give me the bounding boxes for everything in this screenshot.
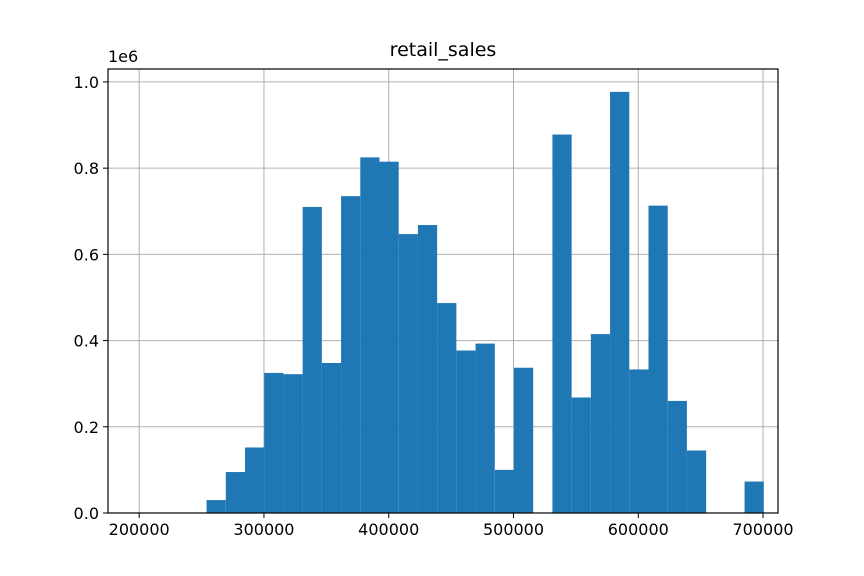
histogram-bar bbox=[417, 225, 438, 513]
y-tick-label: 0.2 bbox=[74, 418, 99, 437]
y-tick-label: 0.0 bbox=[74, 504, 99, 523]
histogram-bar bbox=[225, 472, 245, 513]
x-tick-label: 700000 bbox=[732, 520, 793, 539]
y-tick-label: 0.8 bbox=[74, 159, 99, 178]
histogram-bar bbox=[437, 303, 457, 513]
x-tick-label: 600000 bbox=[608, 520, 669, 539]
histogram-bar bbox=[629, 369, 649, 513]
y-axis: 0.0 0.2 0.4 0.6 0.8 1.0 bbox=[74, 73, 108, 523]
histogram-bars bbox=[206, 91, 764, 514]
x-axis: 200000 300000 400000 500000 600000 700000 bbox=[109, 513, 794, 539]
histogram-bar bbox=[264, 372, 284, 513]
histogram-bar bbox=[494, 469, 514, 513]
x-tick-label: 300000 bbox=[233, 520, 294, 539]
chart-title: retail_sales bbox=[390, 39, 497, 61]
histogram-bar bbox=[571, 397, 591, 513]
histogram-bar bbox=[686, 450, 707, 513]
histogram-bar bbox=[456, 350, 476, 513]
histogram-bar bbox=[244, 447, 265, 513]
histogram-bar bbox=[744, 481, 764, 513]
x-tick-label: 400000 bbox=[358, 520, 419, 539]
histogram-bar bbox=[379, 161, 399, 513]
histogram-bar bbox=[283, 374, 303, 513]
y-tick-label: 1.0 bbox=[74, 73, 99, 92]
histogram-bar bbox=[667, 400, 687, 513]
histogram-bar bbox=[302, 206, 322, 513]
histogram-bar bbox=[360, 157, 380, 513]
histogram-bar bbox=[206, 500, 226, 513]
histogram-bar bbox=[475, 343, 495, 513]
y-tick-label: 0.4 bbox=[74, 332, 99, 351]
plot-frame bbox=[107, 68, 779, 514]
histogram-bar bbox=[552, 134, 572, 513]
histogram-bar bbox=[341, 196, 361, 514]
histogram-bar bbox=[321, 362, 342, 513]
histogram-bar bbox=[398, 234, 418, 513]
x-tick-label: 500000 bbox=[483, 520, 544, 539]
y-tick-label: 0.6 bbox=[74, 245, 99, 264]
histogram-bar bbox=[590, 334, 611, 513]
histogram-bar bbox=[513, 367, 534, 513]
x-tick-label: 200000 bbox=[109, 520, 170, 539]
histogram-bar bbox=[610, 91, 630, 513]
histogram-bar bbox=[648, 205, 668, 513]
y-offset-label: 1e6 bbox=[108, 47, 138, 66]
